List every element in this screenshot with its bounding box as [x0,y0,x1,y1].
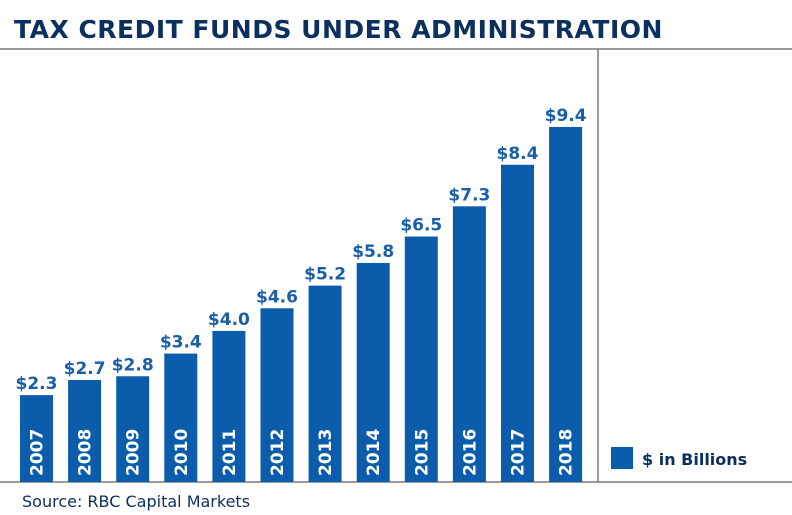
value-label: $4.6 [256,287,298,307]
year-label: 2015 [412,429,432,476]
bar-2015 [404,236,438,482]
bar-2014 [356,262,390,482]
legend-label: $ in Billions [642,450,747,469]
value-label: $2.8 [112,355,154,375]
bar-2011 [212,330,246,482]
value-label: $8.4 [497,144,539,164]
value-label: $5.8 [352,242,394,262]
legend-swatch [611,447,633,469]
bar-2009 [116,376,150,482]
value-label: $2.7 [64,359,106,379]
year-label: 2008 [76,429,96,476]
year-label: 2009 [124,429,144,476]
year-label: 2018 [557,429,577,476]
bar-2007 [20,395,53,482]
bars-group: $2.3 2007 $2.7 2008 $2.8 2009 $3.4 2010 $4.0 2011… [16,106,587,482]
value-label: $9.4 [545,106,587,126]
year-label: 2010 [172,429,192,476]
bar-2016 [452,206,486,482]
year-label: 2011 [220,429,240,476]
value-label: $5.2 [304,265,346,285]
source-note: Source: RBC Capital Markets [22,492,250,511]
chart-title: TAX CREDIT FUNDS UNDER ADMINISTRATION [14,15,663,44]
year-label: 2007 [28,429,48,476]
year-label: 2012 [268,429,288,476]
year-label: 2017 [509,429,529,476]
year-label: 2016 [460,429,480,476]
year-label: 2014 [364,429,384,476]
value-label: $3.4 [160,333,202,353]
bar-2010 [164,353,198,482]
value-label: $7.3 [448,185,490,205]
bar-2013 [308,285,342,482]
bar-2017 [501,164,534,482]
value-label: $6.5 [400,216,442,236]
year-label: 2013 [316,429,336,476]
bar-2012 [260,308,294,482]
value-label: $2.3 [16,374,58,394]
bar-2008 [68,380,102,482]
value-label: $4.0 [208,310,250,330]
bar-2018 [549,127,583,482]
